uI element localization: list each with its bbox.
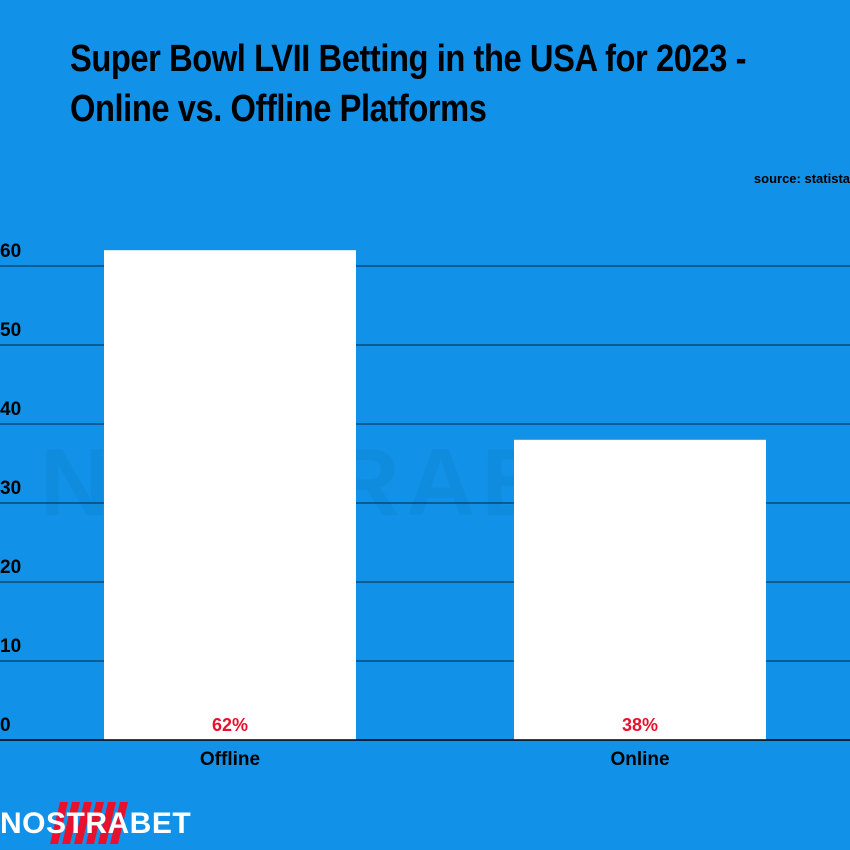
y-axis-ticks: 0 10 20 30 40 50 60: [0, 241, 21, 736]
y-tick-label: 30: [0, 478, 21, 499]
x-tick-label: Offline: [200, 749, 260, 770]
data-labels: 62% 38%: [212, 715, 658, 735]
bar-online: [514, 439, 766, 740]
x-tick-label: Online: [610, 749, 669, 770]
bars: [104, 250, 766, 740]
bar-offline: [104, 250, 356, 740]
y-tick-label: 40: [0, 399, 21, 420]
data-label: 38%: [622, 715, 658, 735]
y-tick-label: 10: [0, 636, 21, 657]
x-axis-ticks: Offline Online: [200, 749, 670, 770]
data-label: 62%: [212, 715, 248, 735]
y-tick-label: 20: [0, 557, 21, 578]
logo-text: NOSTRABET: [0, 807, 192, 840]
nostrabet-logo: [0, 798, 224, 850]
y-tick-label: 50: [0, 320, 21, 341]
y-tick-label: 60: [0, 241, 21, 262]
y-tick-label: 0: [0, 715, 11, 736]
chart-title: Super Bowl LVII Betting in the USA for 2…: [70, 38, 747, 130]
source-note: source: statista: [753, 171, 850, 186]
